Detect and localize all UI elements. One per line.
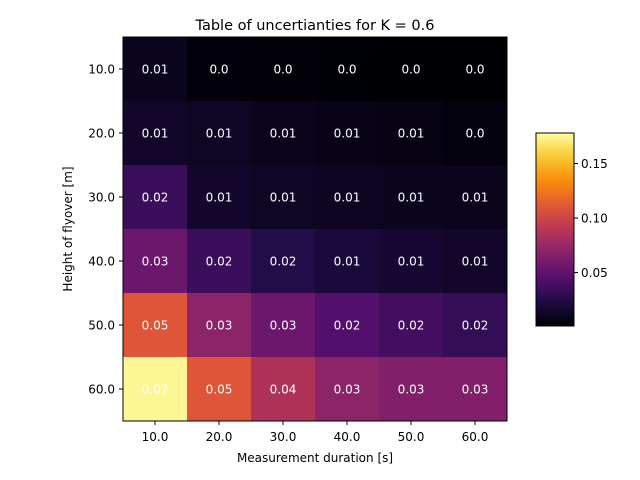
cell-value-label: 0.0 <box>401 63 420 77</box>
x-tick-label: 60.0 <box>462 430 489 444</box>
cell-value-label: 0.01 <box>206 127 233 141</box>
cell-labels: 0.01 0.0 0.0 0.0 0.0 0.0 0.01 0.01 0.01 0.01 0.01 0… <box>142 63 489 397</box>
cell-value-label: 0.01 <box>334 255 361 269</box>
cell-value-label: 0.0 <box>465 127 484 141</box>
cell-value-label: 0.02 <box>206 255 233 269</box>
heatmap-cell <box>251 165 316 230</box>
heatmap-cell <box>187 229 252 294</box>
heatmap-cell <box>379 357 444 422</box>
y-tick-label: 50.0 <box>88 319 115 333</box>
cell-value-label: 0.03 <box>270 319 297 333</box>
heatmap-cell <box>315 165 380 230</box>
heatmap-cell <box>251 229 316 294</box>
heatmap-cell <box>187 37 252 102</box>
cell-value-label: 0.0 <box>273 63 292 77</box>
cell-value-label: 0.03 <box>206 319 233 333</box>
cell-value-label: 0.01 <box>398 127 425 141</box>
y-axis: 10.0 20.0 30.0 40.0 50.0 60.0 <box>88 63 123 397</box>
cell-value-label: 0.03 <box>398 383 425 397</box>
cell-value-label: 0.01 <box>142 127 169 141</box>
cell-value-label: 0.02 <box>334 319 361 333</box>
cell-value-label: 0.02 <box>462 319 489 333</box>
cell-value-label: 0.01 <box>334 191 361 205</box>
x-tick-label: 20.0 <box>206 430 233 444</box>
cell-value-label: 0.01 <box>398 191 425 205</box>
x-tick-label: 50.0 <box>398 430 425 444</box>
heatmap-cell <box>315 293 380 358</box>
heatmap-cell <box>315 357 380 422</box>
colorbar-tick-label: 0.10 <box>581 212 608 226</box>
heatmap-cell <box>123 37 188 102</box>
x-axis: 10.0 20.0 30.0 40.0 50.0 60.0 <box>142 421 489 444</box>
heatmap-cell <box>443 293 508 358</box>
x-tick-label: 10.0 <box>142 430 169 444</box>
x-tick-label: 30.0 <box>270 430 297 444</box>
plot-frame <box>122 36 508 422</box>
heatmap-cell <box>123 357 188 422</box>
cell-value-label: 0.01 <box>462 191 489 205</box>
heatmap-cell <box>251 37 316 102</box>
cell-value-label: 0.02 <box>142 191 169 205</box>
y-tick-label: 20.0 <box>88 127 115 141</box>
heatmap-cells <box>123 37 508 422</box>
cell-value-label: 0.01 <box>270 127 297 141</box>
colorbar-tick-label: 0.05 <box>581 266 608 280</box>
heatmap-cell <box>443 101 508 166</box>
cell-value-label: 0.05 <box>142 319 169 333</box>
heatmap-cell <box>123 293 188 358</box>
heatmap-cell <box>251 357 316 422</box>
heatmap-cell <box>379 229 444 294</box>
heatmap-cell <box>315 37 380 102</box>
heatmap-cell <box>187 165 252 230</box>
heatmap-cell <box>315 101 380 166</box>
heatmap-cell <box>187 101 252 166</box>
cell-value-label: 0.01 <box>206 191 233 205</box>
cell-value-label: 0.07 <box>142 383 169 397</box>
heatmap-cell <box>443 229 508 294</box>
colorbar <box>535 132 575 327</box>
heatmap-cell <box>443 165 508 230</box>
y-tick-label: 40.0 <box>88 255 115 269</box>
heatmap-cell <box>251 101 316 166</box>
cell-value-label: 0.02 <box>270 255 297 269</box>
cell-value-label: 0.03 <box>462 383 489 397</box>
cell-value-label: 0.04 <box>270 383 297 397</box>
y-axis-label: Height of flyover [m] <box>61 166 75 291</box>
heatmap-cell <box>443 37 508 102</box>
cell-value-label: 0.03 <box>334 383 361 397</box>
heatmap-cell <box>187 293 252 358</box>
cell-value-label: 0.0 <box>209 63 228 77</box>
y-tick-label: 10.0 <box>88 63 115 77</box>
cell-value-label: 0.05 <box>206 383 233 397</box>
y-tick-label: 60.0 <box>88 383 115 397</box>
colorbar-tick-label: 0.15 <box>581 157 608 171</box>
cell-value-label: 0.02 <box>398 319 425 333</box>
heatmap-cell <box>379 37 444 102</box>
x-tick-label: 40.0 <box>334 430 361 444</box>
heatmap-cell <box>187 357 252 422</box>
heatmap-cell <box>443 357 508 422</box>
heatmap-cell <box>315 229 380 294</box>
chart-title: Table of uncertianties for K = 0.6 <box>195 18 435 34</box>
heatmap-cell <box>379 101 444 166</box>
cell-value-label: 0.01 <box>270 191 297 205</box>
heatmap-cell <box>379 165 444 230</box>
cell-value-label: 0.03 <box>142 255 169 269</box>
cell-value-label: 0.01 <box>142 63 169 77</box>
cell-value-label: 0.01 <box>462 255 489 269</box>
heatmap-cell <box>123 229 188 294</box>
heatmap-cell <box>123 165 188 230</box>
heatmap-cell <box>123 101 188 166</box>
heatmap-cell <box>379 293 444 358</box>
colorbar-ticks: 0.05 0.10 0.15 <box>574 157 608 280</box>
cell-value-label: 0.01 <box>398 255 425 269</box>
cell-value-label: 0.01 <box>334 127 361 141</box>
y-tick-label: 30.0 <box>88 191 115 205</box>
heatmap-cell <box>251 293 316 358</box>
cell-value-label: 0.0 <box>465 63 484 77</box>
x-axis-label: Measurement duration [s] <box>237 451 393 465</box>
cell-value-label: 0.0 <box>337 63 356 77</box>
